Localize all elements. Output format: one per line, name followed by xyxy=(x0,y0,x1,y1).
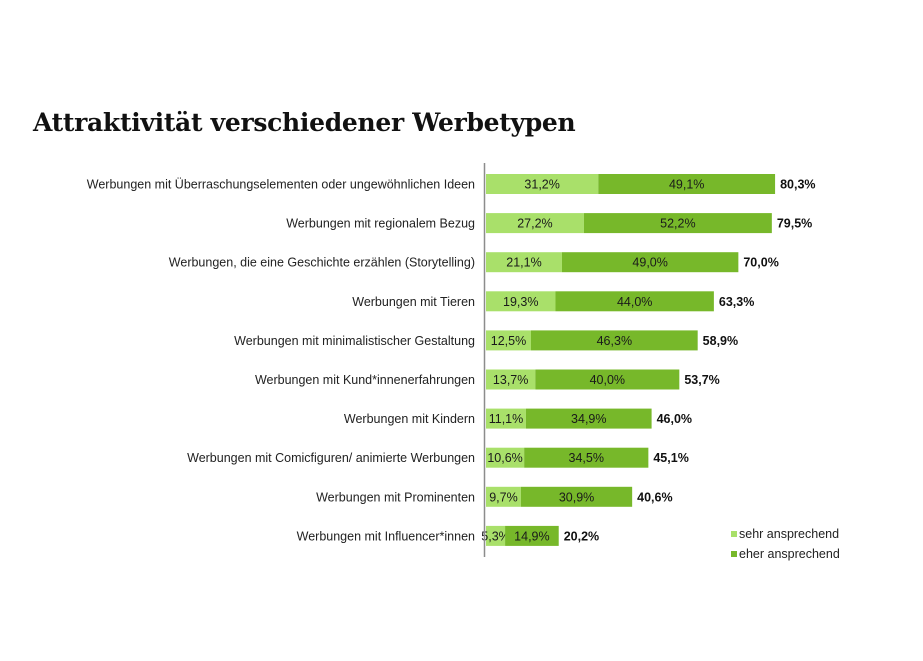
bar-sehr-ansprechend xyxy=(486,486,521,507)
segment-value-label: 9,7% xyxy=(489,490,518,504)
category-label: Werbungen mit minimalistischer Gestaltun… xyxy=(234,334,475,348)
segment-value-label: 52,2% xyxy=(660,217,695,231)
bar-sehr-ansprechend xyxy=(486,447,525,468)
category-label: Werbungen mit Überraschungselementen ode… xyxy=(87,178,475,192)
segment-value-label: 49,0% xyxy=(632,256,667,270)
bar-eher-ansprechend xyxy=(520,486,633,507)
category-label: Werbungen mit Tieren xyxy=(352,295,475,309)
bar-eher-ansprechend xyxy=(531,330,698,351)
segment-value-label: 13,7% xyxy=(493,373,528,387)
bar-eher-ansprechend xyxy=(525,408,652,429)
category-label: Werbungen mit Prominenten xyxy=(316,490,475,504)
total-value-label: 40,6% xyxy=(637,490,672,504)
segment-value-label: 27,2% xyxy=(517,217,552,231)
segment-value-label: 21,1% xyxy=(506,256,541,270)
segment-value-label: 5,3% xyxy=(481,529,510,543)
category-label: Werbungen mit Kindern xyxy=(344,412,475,426)
legend-label: sehr ansprechend xyxy=(739,527,839,541)
total-value-label: 79,5% xyxy=(777,217,812,231)
total-value-label: 53,7% xyxy=(684,373,719,387)
segment-value-label: 40,0% xyxy=(590,373,625,387)
bar-eher-ansprechend xyxy=(583,213,772,234)
total-value-label: 20,2% xyxy=(564,529,599,543)
bars-group: Werbungen mit Überraschungselementen ode… xyxy=(87,174,816,546)
total-value-label: 63,3% xyxy=(719,295,754,309)
total-value-label: 70,0% xyxy=(743,256,778,270)
bar-eher-ansprechend xyxy=(535,369,680,390)
total-value-label: 46,0% xyxy=(657,412,692,426)
bar-sehr-ansprechend xyxy=(486,330,531,351)
bar-sehr-ansprechend xyxy=(486,174,599,194)
segment-value-label: 31,2% xyxy=(524,178,559,192)
total-value-label: 80,3% xyxy=(780,178,815,192)
segment-value-label: 34,5% xyxy=(569,451,604,465)
segment-value-label: 34,9% xyxy=(571,412,606,426)
total-value-label: 45,1% xyxy=(653,451,688,465)
legend: sehr ansprechend eher ansprechend xyxy=(731,527,840,561)
segment-value-label: 46,3% xyxy=(597,334,632,348)
legend-swatch-eher-ansprechend xyxy=(731,551,737,557)
bar-eher-ansprechend xyxy=(561,252,739,273)
category-label: Werbungen mit Comicfiguren/ animierte We… xyxy=(187,451,475,465)
segment-value-label: 49,1% xyxy=(669,178,704,192)
category-label: Werbungen, die eine Geschichte erzählen … xyxy=(169,256,475,270)
bar-eher-ansprechend xyxy=(598,174,776,194)
segment-value-label: 14,9% xyxy=(514,529,549,543)
category-label: Werbungen mit Influencer*innen xyxy=(297,529,475,543)
segment-value-label: 11,1% xyxy=(489,412,524,426)
segment-value-label: 12,5% xyxy=(491,334,526,348)
category-label: Werbungen mit regionalem Bezug xyxy=(286,217,475,231)
bar-sehr-ansprechend xyxy=(486,408,526,429)
legend-swatch-sehr-ansprechend xyxy=(731,531,737,537)
bar-sehr-ansprechend xyxy=(486,213,584,234)
chart-title: Attraktivität verschiedener Werbetypen xyxy=(33,108,576,137)
segment-value-label: 44,0% xyxy=(617,295,652,309)
segment-value-label: 19,3% xyxy=(503,295,538,309)
legend-label: eher ansprechend xyxy=(739,547,840,561)
bar-eher-ansprechend xyxy=(505,525,559,546)
bar-eher-ansprechend xyxy=(524,447,649,468)
bar-sehr-ansprechend xyxy=(486,252,562,273)
bar-sehr-ansprechend xyxy=(486,291,556,312)
segment-value-label: 30,9% xyxy=(559,490,594,504)
bar-sehr-ansprechend xyxy=(486,525,506,546)
bar-eher-ansprechend xyxy=(555,291,714,312)
category-label: Werbungen mit Kund*innenerfahrungen xyxy=(255,373,475,387)
total-value-label: 58,9% xyxy=(703,334,738,348)
segment-value-label: 10,6% xyxy=(487,451,522,465)
bar-sehr-ansprechend xyxy=(486,369,536,390)
